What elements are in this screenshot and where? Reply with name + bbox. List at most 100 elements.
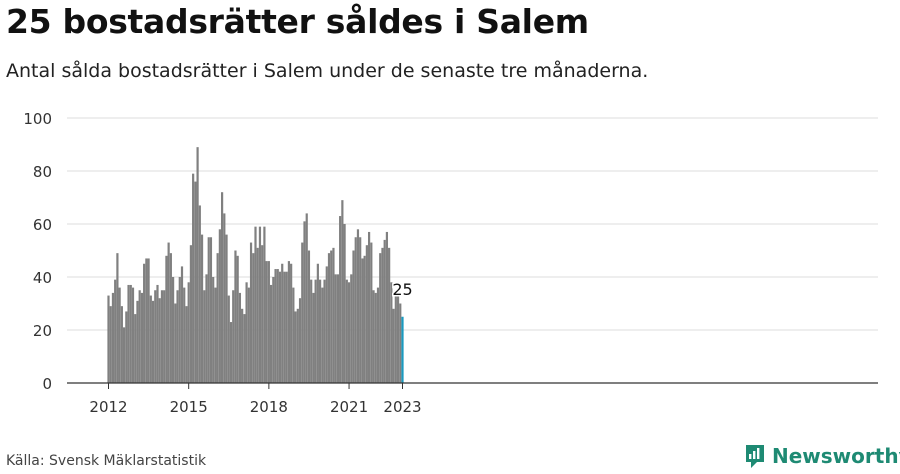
bar: [287, 261, 291, 383]
bar: [151, 300, 155, 383]
bar: [374, 292, 377, 383]
bar: [127, 284, 130, 383]
x-tick-label: 2021: [330, 398, 368, 416]
bar: [330, 250, 333, 383]
bar: [220, 192, 224, 383]
bar: [312, 292, 315, 383]
x-tick-label: 2012: [89, 398, 127, 416]
bar: [109, 306, 112, 383]
bar: [249, 242, 253, 383]
bar: [285, 271, 288, 383]
chart-subtitle: Antal sålda bostadsrätter i Salem under …: [6, 60, 649, 82]
y-tick-label: 0: [42, 375, 52, 393]
bar: [359, 237, 362, 383]
bar: [187, 282, 190, 383]
bar: [243, 314, 246, 383]
bar: [341, 200, 344, 383]
bar: [136, 300, 139, 383]
bar: [158, 298, 161, 383]
bar: [129, 284, 132, 383]
bar: [118, 287, 121, 383]
bar: [296, 308, 299, 383]
bar: [396, 290, 400, 383]
bar: [216, 253, 219, 383]
bar: [367, 231, 371, 383]
bar: [234, 250, 237, 383]
bar: [383, 239, 386, 383]
bar: [174, 303, 177, 383]
bar: [370, 242, 373, 383]
bar: [143, 263, 146, 383]
bar: [165, 255, 168, 383]
highlight-data-label: 25: [392, 280, 412, 299]
bar: [147, 258, 150, 383]
bar: [263, 226, 266, 383]
x-tick-label: 2023: [383, 398, 421, 416]
bar: [310, 279, 313, 383]
bar: [198, 205, 201, 383]
bar: [350, 274, 353, 383]
bar: [372, 290, 375, 383]
highlight-bar: [401, 316, 404, 383]
bar: [314, 279, 317, 383]
bar: [134, 314, 137, 383]
bar: [169, 253, 172, 383]
bar: [107, 295, 110, 383]
y-tick-label: 60: [33, 216, 52, 234]
chart-title: 25 bostadsrätter såldes i Salem: [6, 2, 589, 41]
y-tick-label: 40: [33, 269, 52, 287]
bar: [365, 245, 368, 383]
bar: [196, 147, 199, 383]
bar: [114, 279, 117, 383]
bar: [252, 253, 255, 383]
brand-name: Newsworthy: [772, 444, 900, 468]
bar: [116, 253, 119, 383]
bar: [111, 292, 115, 383]
bar: [160, 290, 164, 383]
bar: [388, 247, 391, 383]
bar: [209, 237, 213, 383]
bar: [167, 242, 170, 383]
bar: [245, 282, 248, 383]
bar: [392, 308, 395, 383]
bar: [321, 287, 324, 383]
bar: [176, 290, 179, 383]
bar: [385, 231, 389, 383]
newsworthy-logo-icon: [746, 445, 764, 468]
bar: [307, 250, 311, 383]
bar: [290, 263, 293, 383]
bar: [323, 279, 326, 383]
bar: [156, 284, 159, 383]
bar: [145, 258, 148, 383]
bar: [356, 229, 360, 383]
bar: [194, 181, 197, 383]
bar: [301, 242, 304, 383]
bar: [183, 287, 186, 383]
bar: [154, 290, 157, 383]
bar: [292, 287, 295, 383]
bar: [171, 277, 175, 383]
bar: [361, 258, 364, 383]
bar: [229, 322, 233, 383]
bar: [265, 261, 268, 383]
bar: [149, 295, 152, 383]
bar: [256, 247, 259, 383]
bar: [316, 263, 319, 383]
bar: [238, 292, 242, 383]
y-tick-label: 20: [33, 322, 52, 340]
bar: [394, 290, 397, 383]
bar: [298, 298, 302, 383]
bar: [258, 226, 262, 383]
bar: [140, 292, 144, 383]
bar: [261, 245, 264, 383]
bar: [336, 274, 340, 383]
bar: [185, 306, 188, 383]
bar: [189, 245, 193, 383]
bar: [212, 277, 215, 383]
bar: [332, 247, 335, 383]
bar: [218, 229, 221, 383]
bar: [339, 216, 342, 383]
bar: [267, 261, 270, 383]
bar: [379, 253, 382, 383]
